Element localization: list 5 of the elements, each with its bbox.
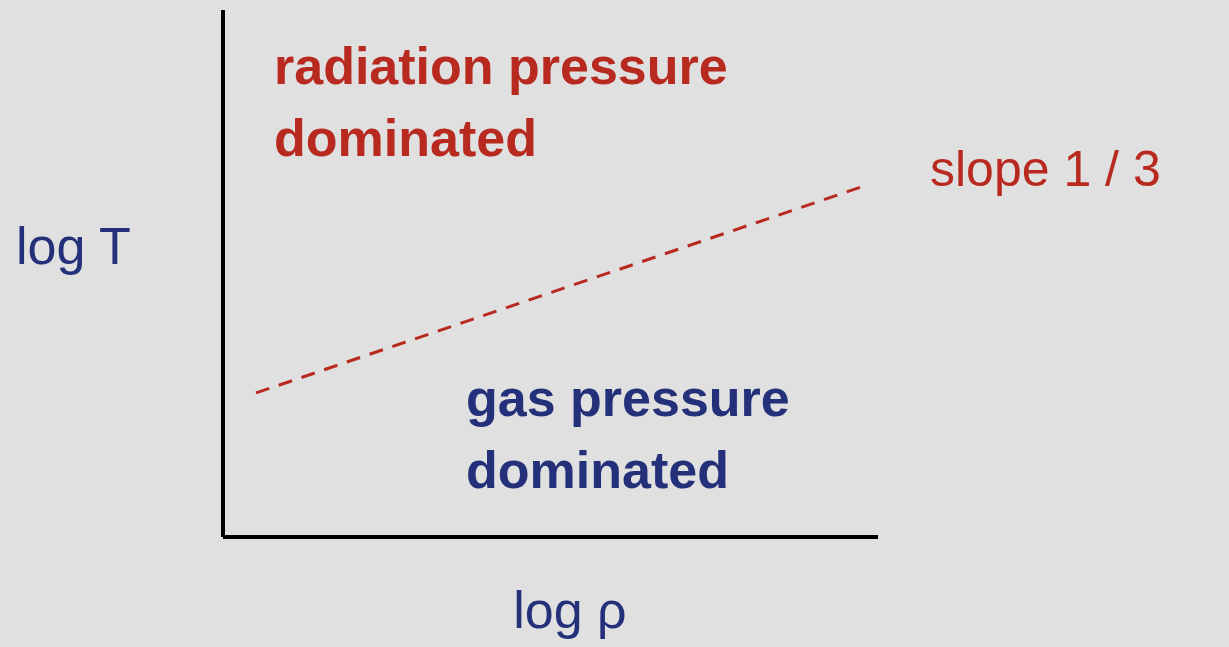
annotation: gas pressure dominated <box>466 368 791 501</box>
text: radiation pressure dominated <box>274 36 729 169</box>
x-axis-title: log ρ <box>512 580 628 640</box>
y-axis-title: log T <box>16 216 131 276</box>
annotation: slope 1 / 3 <box>930 140 1162 198</box>
